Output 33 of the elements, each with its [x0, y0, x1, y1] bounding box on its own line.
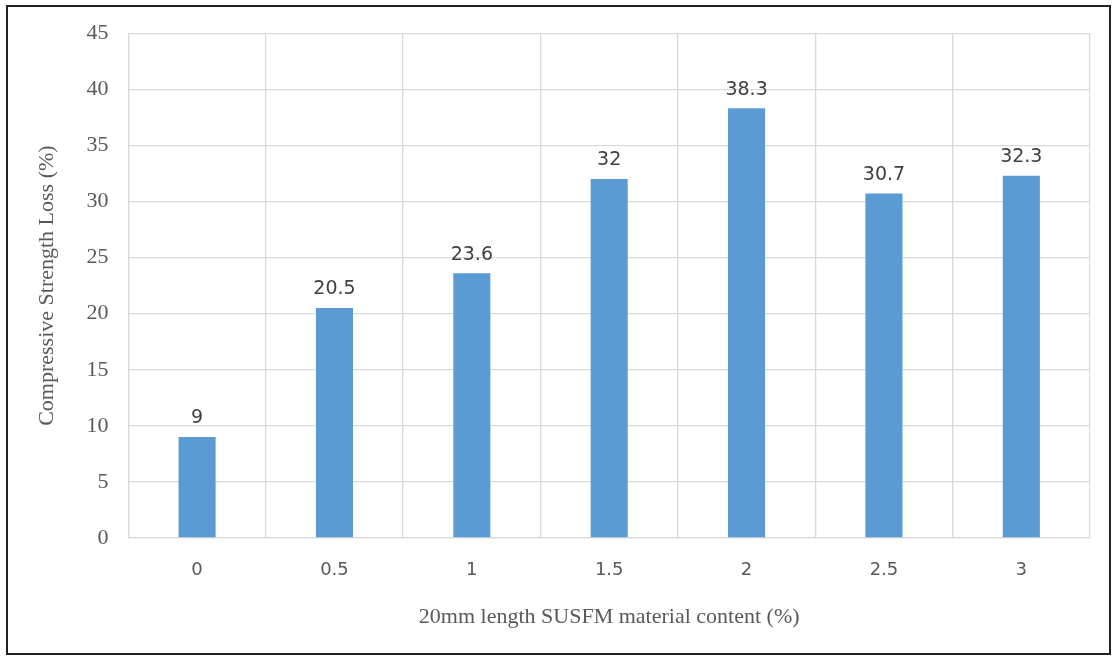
x-tick-label: 2.5 [869, 558, 899, 580]
y-tick-label: 5 [97, 467, 109, 493]
x-tick-label: 1 [466, 558, 478, 580]
x-tick-label: 2 [740, 558, 753, 580]
y-tick-label: 35 [86, 131, 109, 157]
bar [178, 437, 216, 538]
y-axis-title: Compressive Strength Loss (%) [32, 145, 58, 426]
x-tick-label: 1.5 [594, 558, 624, 580]
bar [453, 273, 491, 538]
data-label: 32 [597, 147, 622, 170]
data-label: 38.3 [725, 76, 768, 99]
y-tick-label: 30 [86, 187, 109, 213]
data-label: 20.5 [313, 276, 356, 299]
y-tick-label: 15 [86, 355, 109, 381]
y-tick-label: 0 [97, 523, 109, 549]
data-label: 23.6 [450, 241, 493, 264]
bar [865, 193, 903, 538]
y-tick-label: 10 [86, 411, 109, 437]
data-label: 30.7 [862, 162, 906, 185]
x-tick-label: 3 [1015, 558, 1028, 580]
data-label: 9 [191, 405, 204, 428]
bar [315, 308, 353, 538]
y-tick-label: 25 [86, 243, 109, 269]
y-tick-label: 40 [86, 75, 109, 101]
bar [728, 108, 766, 538]
y-tick-label: 20 [86, 299, 109, 325]
x-axis-title: 20mm length SUSFM material content (%) [418, 602, 800, 628]
x-tick-label: 0.5 [320, 558, 349, 580]
data-label: 32.3 [1000, 144, 1043, 167]
x-tick-label: 0 [191, 558, 203, 580]
bar [1002, 175, 1040, 538]
y-tick-label: 45 [86, 18, 109, 44]
bar [590, 179, 628, 538]
